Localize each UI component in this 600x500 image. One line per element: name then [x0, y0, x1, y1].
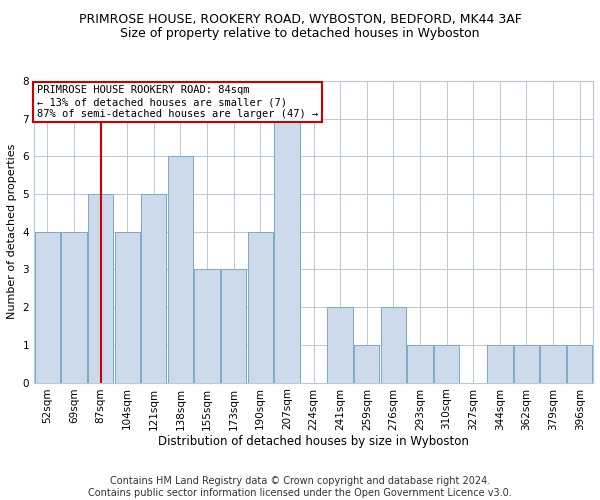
- Bar: [141, 194, 166, 382]
- X-axis label: Distribution of detached houses by size in Wyboston: Distribution of detached houses by size …: [158, 435, 469, 448]
- Bar: [35, 232, 60, 382]
- Bar: [274, 118, 299, 382]
- Bar: [381, 307, 406, 382]
- Text: PRIMROSE HOUSE, ROOKERY ROAD, WYBOSTON, BEDFORD, MK44 3AF: PRIMROSE HOUSE, ROOKERY ROAD, WYBOSTON, …: [79, 12, 521, 26]
- Bar: [434, 345, 459, 383]
- Bar: [88, 194, 113, 382]
- Bar: [221, 270, 246, 382]
- Bar: [248, 232, 273, 382]
- Bar: [61, 232, 86, 382]
- Y-axis label: Number of detached properties: Number of detached properties: [7, 144, 17, 320]
- Text: Contains HM Land Registry data © Crown copyright and database right 2024.
Contai: Contains HM Land Registry data © Crown c…: [88, 476, 512, 498]
- Bar: [567, 345, 592, 383]
- Text: Size of property relative to detached houses in Wyboston: Size of property relative to detached ho…: [120, 28, 480, 40]
- Bar: [541, 345, 566, 383]
- Bar: [194, 270, 220, 382]
- Bar: [328, 307, 353, 382]
- Bar: [407, 345, 433, 383]
- Bar: [115, 232, 140, 382]
- Bar: [487, 345, 512, 383]
- Bar: [168, 156, 193, 382]
- Text: PRIMROSE HOUSE ROOKERY ROAD: 84sqm
← 13% of detached houses are smaller (7)
87% : PRIMROSE HOUSE ROOKERY ROAD: 84sqm ← 13%…: [37, 86, 318, 118]
- Bar: [514, 345, 539, 383]
- Bar: [354, 345, 379, 383]
